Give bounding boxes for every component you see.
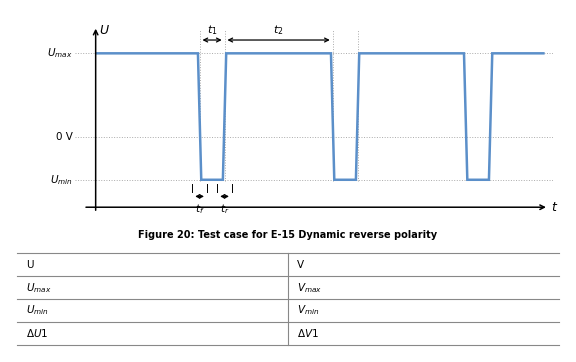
Text: $U_{min}$: $U_{min}$ (26, 303, 49, 317)
Text: $U_{min}$: $U_{min}$ (50, 173, 73, 187)
Text: $t_f$: $t_f$ (195, 202, 204, 216)
Text: $\Delta V1$: $\Delta V1$ (297, 327, 319, 339)
Text: $t_2$: $t_2$ (274, 23, 284, 37)
Text: $V_{min}$: $V_{min}$ (297, 303, 319, 317)
Text: U: U (99, 24, 108, 37)
Text: $t_1$: $t_1$ (207, 23, 217, 37)
Text: $U_{max}$: $U_{max}$ (47, 46, 73, 60)
Text: Figure 20: Test case for E-15 Dynamic reverse polarity: Figure 20: Test case for E-15 Dynamic re… (138, 230, 438, 240)
Text: $U_{max}$: $U_{max}$ (26, 281, 51, 295)
Text: $\Delta U1$: $\Delta U1$ (26, 327, 48, 339)
Text: $V_{max}$: $V_{max}$ (297, 281, 321, 295)
Text: U: U (26, 260, 33, 270)
Text: t: t (551, 201, 556, 214)
Text: 0 V: 0 V (56, 131, 73, 142)
Text: V: V (297, 260, 304, 270)
Text: $t_r$: $t_r$ (220, 202, 229, 216)
